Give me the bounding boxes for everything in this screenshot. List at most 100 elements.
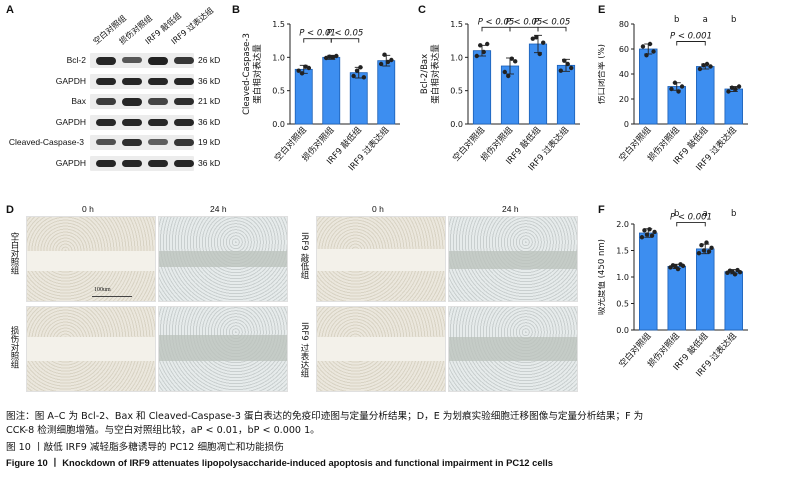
- data-point: [672, 80, 678, 85]
- data-point: [361, 75, 367, 80]
- data-point: [679, 84, 685, 89]
- y-axis-label-secondary: Cleaved-Caspase-3: [242, 33, 252, 115]
- bar: [696, 66, 715, 125]
- y-axis-label: 蛋白相对表达量: [252, 44, 263, 104]
- data-point: [708, 64, 713, 69]
- significance-annotation: P < 0.05: [534, 17, 571, 27]
- wb-band: [174, 98, 194, 106]
- row-label-overexpression: IRF9 过表达组: [299, 322, 309, 378]
- wb-band: [96, 118, 116, 127]
- data-point: [478, 43, 483, 48]
- time-label: 24 h: [502, 204, 519, 214]
- data-point: [704, 61, 710, 67]
- y-tick-label: 60: [619, 45, 629, 54]
- data-point: [640, 44, 646, 49]
- bar: [556, 64, 576, 125]
- figure-title-cn: 图 10 丨敲低 IRF9 减轻脂多糖诱导的 PC12 细胞凋亡和功能损伤: [6, 442, 284, 453]
- time-label: 0 h: [82, 204, 94, 214]
- bar: [639, 232, 658, 331]
- wb-band: [122, 139, 142, 147]
- y-axis-label: 蛋白相对表达量: [430, 44, 441, 104]
- data-point: [644, 53, 649, 58]
- data-point: [558, 68, 563, 73]
- data-point: [729, 85, 735, 90]
- y-axis-label: 伤口闭合率 (%): [598, 44, 607, 104]
- data-point: [676, 89, 681, 94]
- significance-letter: b: [731, 15, 736, 25]
- wb-band: [174, 77, 194, 86]
- time-label: 24 h: [210, 204, 227, 214]
- y-tick-label: 1.0: [272, 53, 285, 62]
- bar: [639, 48, 658, 125]
- data-point: [696, 250, 702, 256]
- data-point: [541, 40, 546, 45]
- scale-bar-label: 100um: [94, 287, 111, 293]
- data-point: [351, 73, 356, 79]
- data-point: [382, 52, 387, 57]
- y-axis-label: 吸光度值 (450 nm): [598, 239, 607, 315]
- y-tick-label: 1.5: [450, 20, 463, 29]
- wb-membrane-strip: [90, 155, 194, 171]
- data-point: [306, 65, 312, 71]
- time-label: 0 h: [372, 204, 384, 214]
- data-point: [704, 240, 709, 245]
- data-point: [736, 84, 742, 89]
- wb-kda-label: 19 kD: [198, 137, 221, 147]
- data-point: [378, 61, 384, 67]
- significance-annotation: P < 0.05: [506, 17, 543, 27]
- data-point: [732, 272, 738, 277]
- data-point: [737, 270, 743, 275]
- bar: [528, 43, 548, 125]
- panel-label-b: B: [232, 4, 240, 16]
- data-point: [701, 63, 706, 68]
- data-point: [709, 245, 714, 251]
- y-tick-label: 1.0: [450, 53, 463, 62]
- wb-protein-label: GAPDH: [55, 157, 86, 168]
- bar: [724, 271, 743, 331]
- y-tick-label: 0.5: [450, 87, 463, 96]
- wb-membrane-strip: [90, 94, 194, 109]
- data-point: [474, 53, 479, 59]
- y-tick-label: 80: [619, 20, 629, 29]
- wb-band: [148, 118, 168, 127]
- wb-band: [122, 159, 142, 168]
- micrograph-injury-24h: [158, 306, 288, 392]
- significance-bracket: [481, 26, 511, 32]
- micrograph-blank-0h: [26, 216, 156, 302]
- wb-band: [122, 57, 142, 64]
- micrograph-overexpression-0h: [316, 306, 446, 392]
- data-point: [639, 235, 645, 240]
- data-point: [652, 229, 657, 235]
- data-point: [699, 243, 704, 248]
- wb-membrane-strip: [90, 114, 194, 130]
- y-tick-label: 0.5: [272, 87, 285, 96]
- wb-band: [96, 159, 116, 168]
- data-point: [706, 249, 712, 254]
- significance-annotation: P < 0.05: [478, 17, 515, 27]
- wb-band: [96, 98, 116, 105]
- data-point: [530, 36, 535, 41]
- micrograph-overexpression-24h: [448, 306, 578, 392]
- wb-band: [96, 57, 116, 65]
- data-point: [697, 66, 703, 72]
- data-point: [733, 86, 738, 92]
- significance-annotation: P < 0.001: [670, 32, 712, 42]
- significance-bracket: [303, 38, 332, 43]
- significance-bracket: [676, 221, 706, 227]
- data-point: [649, 233, 655, 238]
- panel-label-e: E: [598, 4, 606, 16]
- data-point: [534, 35, 539, 40]
- figure-note-line2: CCK-8 检测细胞增殖。与空白对照组比较，aP < 0.01，bP < 0.0…: [6, 425, 320, 436]
- wb-membrane-strip: [90, 135, 194, 150]
- wb-band: [174, 139, 194, 147]
- bar: [294, 68, 313, 125]
- significance-letter: a: [703, 15, 708, 25]
- data-point: [303, 64, 308, 69]
- significance-letter: b: [731, 209, 736, 219]
- bar: [696, 248, 715, 331]
- wb-band: [96, 77, 116, 86]
- wb-membrane-strip: [90, 73, 194, 89]
- scale-bar: [92, 296, 132, 297]
